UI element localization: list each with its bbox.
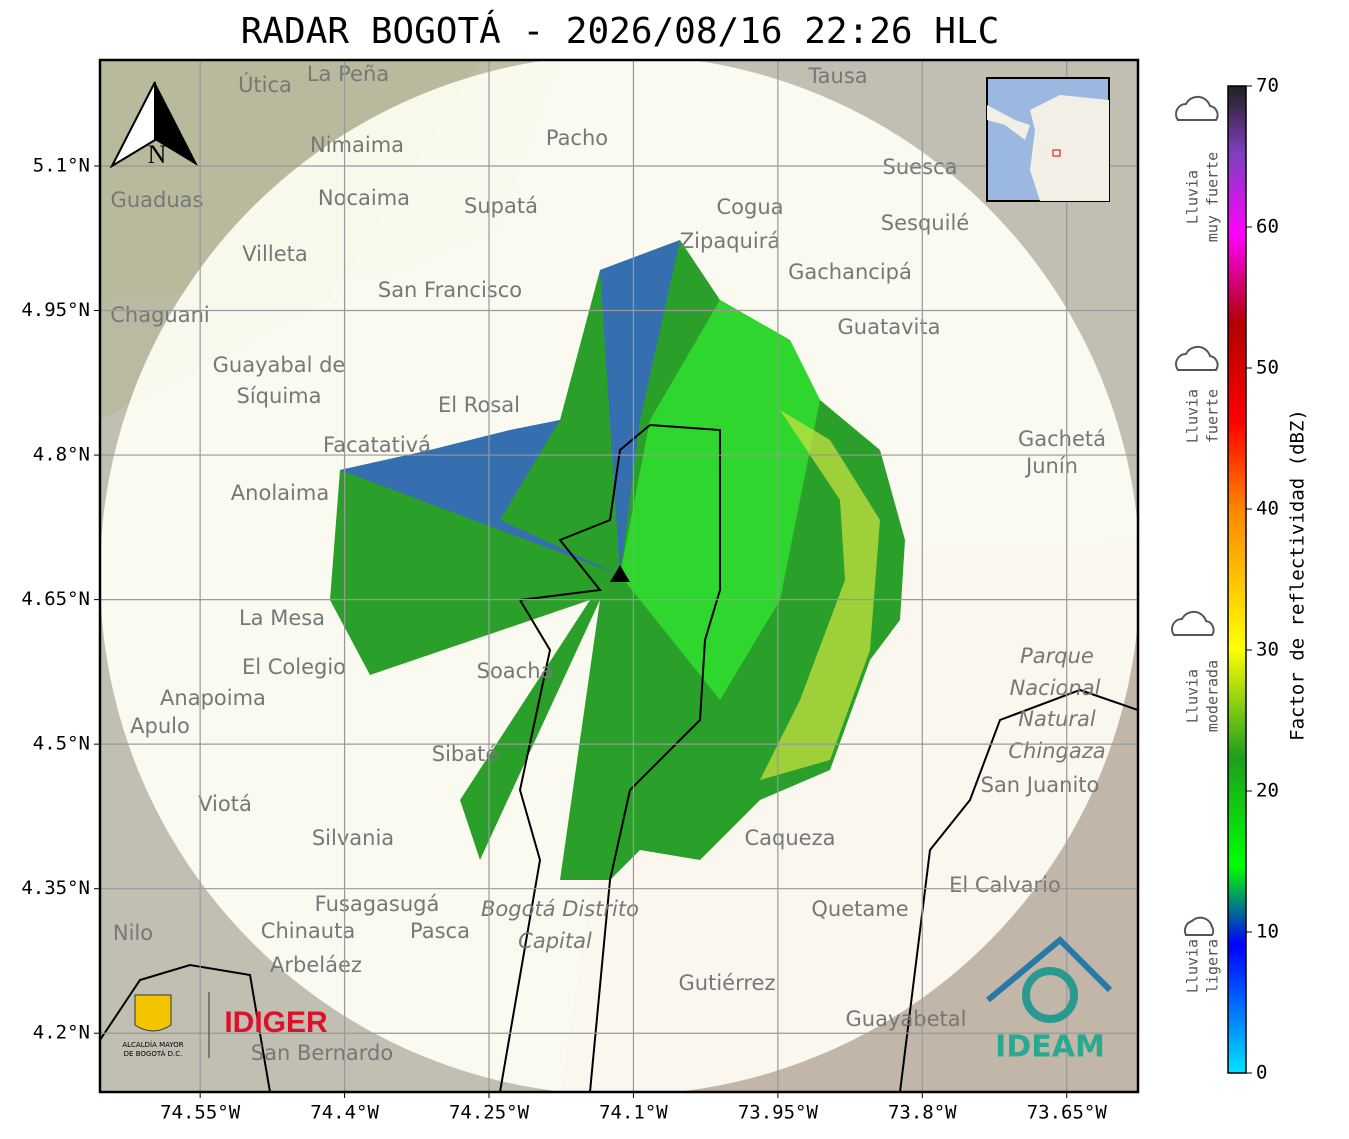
place-label: Guayabetal [846, 1007, 967, 1031]
place-label: San Bernardo [251, 1041, 393, 1065]
place-label: La Peña [307, 62, 389, 86]
place-label: Capital [518, 929, 592, 953]
place-label: Gutiérrez [679, 971, 776, 995]
place-label: Soacha [477, 659, 554, 683]
y-tick-label: 4.95°N [21, 299, 90, 321]
place-label: Apulo [130, 714, 190, 738]
north-arrow: N [109, 81, 198, 169]
place-label: Chaguani [110, 303, 210, 327]
place-label: Nimaima [310, 133, 404, 157]
x-tick-label: 73.95°W [738, 1102, 819, 1124]
legend-label: Lluvia [1184, 389, 1202, 443]
legend-label: muy fuerte [1204, 152, 1222, 242]
place-label: Nocaima [318, 186, 410, 210]
logo-text: IDEAM [995, 1030, 1105, 1065]
colorbar-tick-label: 20 [1256, 780, 1279, 802]
legend-label: Lluvia [1184, 939, 1202, 993]
place-label: Viotá [198, 792, 252, 816]
x-tick-label: 73.8°W [888, 1102, 957, 1124]
x-tick-label: 74.25°W [449, 1102, 530, 1124]
place-label: Facatativá [323, 433, 431, 457]
north-label: N [148, 140, 167, 169]
x-tick-label: 74.55°W [160, 1102, 241, 1124]
place-label: Pasca [410, 919, 470, 943]
place-label: Caqueza [745, 826, 836, 850]
legend-label: fuerte [1204, 389, 1222, 443]
legend-label: moderada [1204, 660, 1222, 732]
place-label: Pacho [546, 126, 608, 150]
legend-label: ligera [1204, 939, 1222, 993]
logo-text: IDIGER [224, 1006, 328, 1039]
logo-text: ALCALDÍA MAYOR [122, 1040, 183, 1049]
place-label: Sesquilé [881, 211, 969, 235]
colorbar-label: Factor de reflectividad (dBZ) [1287, 409, 1309, 741]
y-tick-label: 4.65°N [21, 588, 90, 610]
place-label: Junín [1024, 454, 1078, 478]
place-label: Bogotá Distrito [481, 897, 639, 921]
map: La Peña Útica Tausa Pacho Nimaima Suesca… [100, 60, 1138, 1092]
y-tick-label: 4.5°N [33, 733, 90, 755]
logo-text: DE BOGOTÁ D.C. [124, 1049, 183, 1058]
place-label: Silvania [312, 826, 394, 850]
place-label: Arbeláez [270, 953, 362, 977]
place-label: Quetame [811, 897, 908, 921]
place-label: Chingaza [1008, 739, 1105, 763]
place-label: Útica [238, 72, 292, 97]
boundaries [100, 424, 1138, 1092]
y-tick-label: 4.2°N [33, 1022, 90, 1044]
colorbar-tick-label: 50 [1256, 357, 1279, 379]
place-label: Guayabal de [213, 353, 346, 377]
place-label: San Juanito [981, 773, 1100, 797]
colorbar [1227, 85, 1247, 1074]
place-label: El Rosal [438, 393, 520, 417]
legend-icons [1171, 95, 1219, 936]
y-tick-label: 4.8°N [33, 444, 90, 466]
place-label: Anolaima [231, 481, 329, 505]
colorbar-tick-label: 60 [1256, 216, 1279, 238]
place-label: El Colegio [242, 655, 346, 679]
y-tick-label: 4.35°N [21, 877, 90, 899]
x-tick-label: 74.1°W [599, 1102, 668, 1124]
place-label: Gachetá [1018, 427, 1106, 451]
place-label: Fusagasugá [315, 892, 440, 916]
place-label: El Calvario [949, 873, 1061, 897]
place-label: Tausa [807, 64, 867, 88]
place-label: La Mesa [239, 606, 325, 630]
place-label: Nilo [113, 921, 153, 945]
colorbar-tick-label: 0 [1256, 1062, 1267, 1084]
place-label: Síquima [237, 384, 322, 408]
title: RADAR BOGOTÁ - 2026/08/16 22:26 HLC [241, 10, 1000, 52]
logos: ALCALDÍA MAYOR DE BOGOTÁ D.C. IDIGER IDE… [122, 935, 1113, 1065]
map-frame [98, 58, 1140, 1094]
place-label: Guatavita [838, 315, 941, 339]
y-tick-label: 5.1°N [33, 154, 90, 176]
place-label: Guaduas [111, 188, 204, 212]
place-label: Sibaté [432, 742, 499, 766]
colorbar-tick-label: 10 [1256, 921, 1279, 943]
inset-map [986, 77, 1110, 202]
place-label: Nacional [1010, 676, 1101, 700]
legend-label: Lluvia [1184, 170, 1202, 224]
place-label: Natural [1018, 707, 1096, 731]
x-tick-label: 74.4°W [310, 1102, 379, 1124]
place-label: Anapoima [160, 686, 266, 710]
place-label: Gachancipá [788, 260, 912, 284]
place-label: San Francisco [378, 278, 522, 302]
place-label: Villeta [242, 242, 307, 266]
colorbar-tick-label: 40 [1256, 498, 1279, 520]
place-labels: La Peña Útica Tausa Pacho Nimaima Suesca… [110, 62, 1106, 1065]
place-label: Parque [1020, 644, 1094, 668]
place-label: Cogua [716, 195, 783, 219]
place-label: Suesca [883, 155, 958, 179]
colorbar-tick-label: 70 [1256, 75, 1279, 97]
colorbar-tick-label: 30 [1256, 639, 1279, 661]
place-label: Zipaquirá [680, 229, 780, 253]
x-tick-label: 73.65°W [1027, 1102, 1108, 1124]
legend-label: Lluvia [1184, 669, 1202, 723]
place-label: Chinauta [261, 919, 355, 943]
place-label: Supatá [464, 194, 538, 218]
